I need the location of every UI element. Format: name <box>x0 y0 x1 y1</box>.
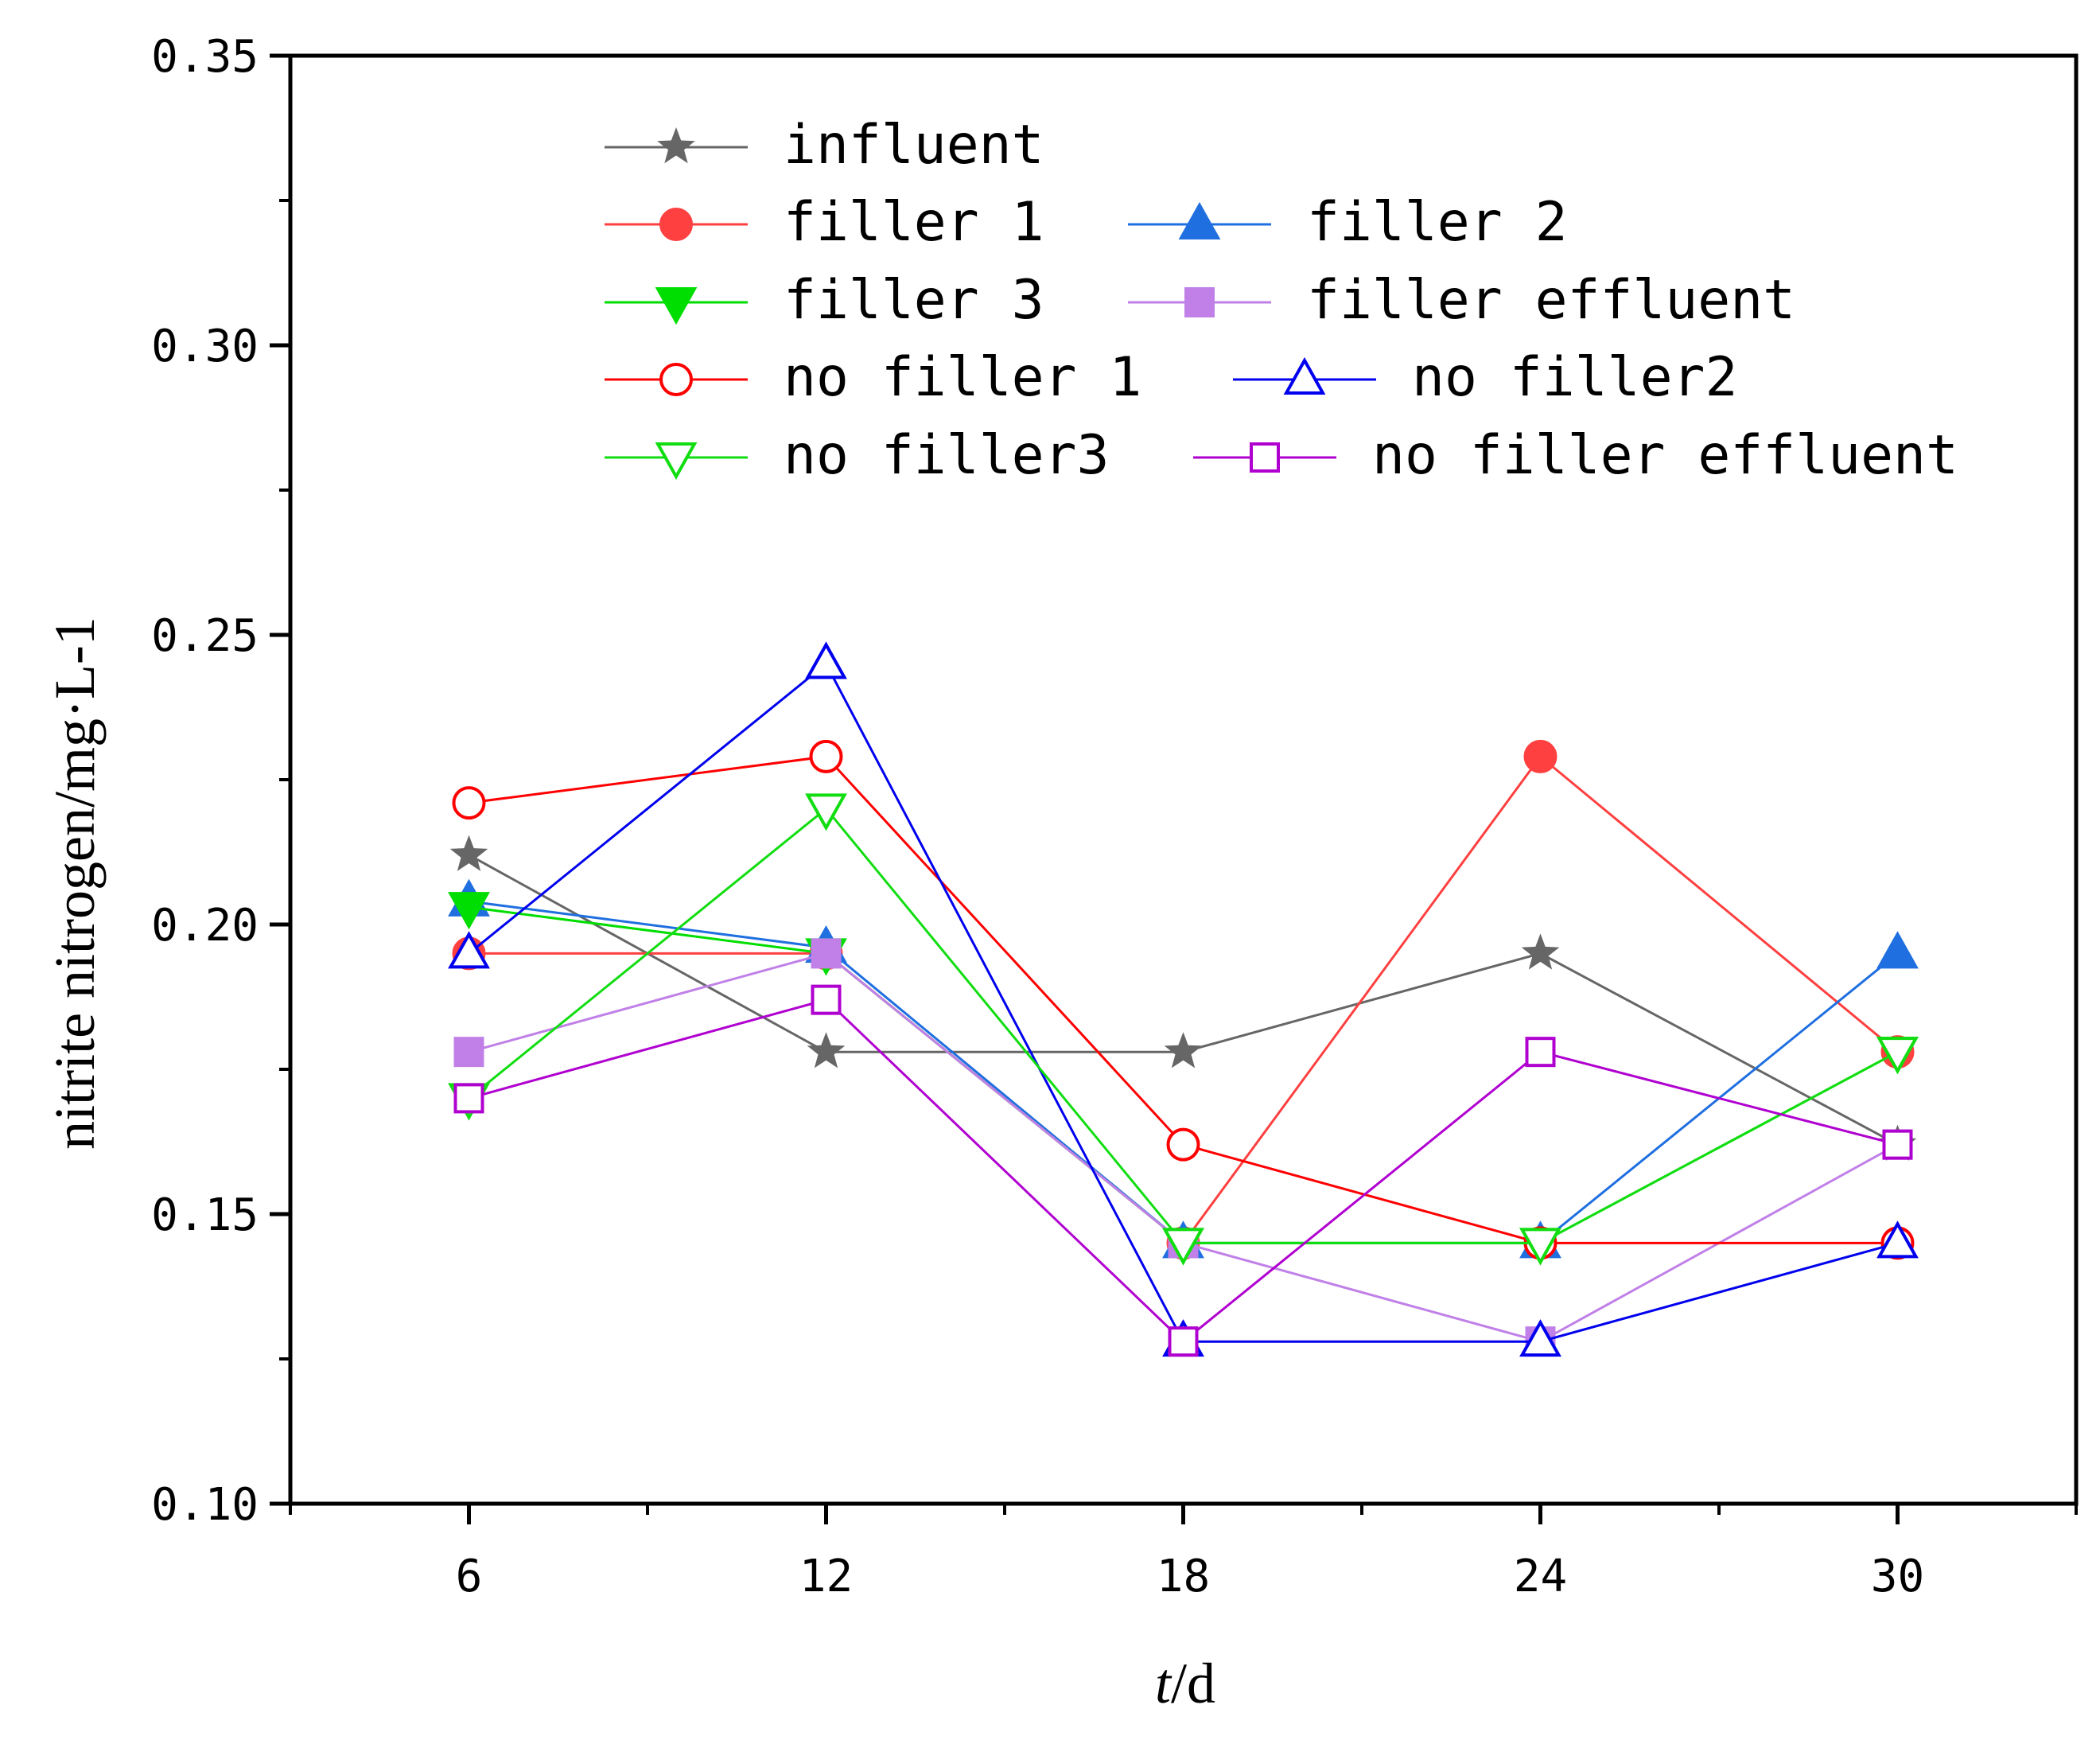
legend-label: influent <box>784 114 1044 177</box>
x-axis-title-italic: t <box>1155 1652 1172 1715</box>
legend-label: filler 1 <box>784 191 1044 254</box>
data-point <box>1521 933 1560 970</box>
data-point <box>811 938 842 969</box>
data-point <box>1876 1220 1919 1259</box>
y-axis-title: nitrite nitrogen/mg·L-1 <box>43 617 107 1150</box>
legend-label: no filler3 <box>784 424 1109 487</box>
legend-marker <box>657 127 695 164</box>
y-tick-label: 0.20 <box>151 900 259 952</box>
series-influent <box>449 835 1917 1161</box>
series-line <box>469 905 1899 1244</box>
series-no-filler-effluent <box>453 984 1913 1357</box>
legend: influent filler 1 filler 2 filler 3 filler e… <box>605 114 1958 487</box>
data-point <box>1162 1228 1204 1266</box>
series-no-filler-1 <box>452 739 1915 1260</box>
x-tick-label: 6 <box>456 1551 483 1602</box>
x-tick-label: 18 <box>1157 1551 1210 1602</box>
series-group <box>448 641 1919 1357</box>
data-point <box>1525 1037 1556 1068</box>
legend-item: influent <box>605 114 1044 177</box>
legend-item: filler 1 <box>605 191 1044 254</box>
legend-label: no filler 1 <box>784 346 1141 409</box>
data-point <box>1876 931 1919 969</box>
series-filler-3 <box>448 892 1919 1266</box>
data-point <box>809 739 843 773</box>
data-point <box>805 641 847 679</box>
series-line <box>469 755 1898 1244</box>
data-point <box>805 793 847 831</box>
data-point <box>448 931 490 969</box>
x-tick-label: 12 <box>799 1551 853 1602</box>
legend-label: filler 3 <box>784 269 1044 332</box>
legend-label: filler effluent <box>1307 269 1795 332</box>
legend-label: filler 2 <box>1307 191 1568 254</box>
series-no-filler3 <box>448 793 1919 1266</box>
legend-marker <box>1250 442 1280 473</box>
legend-item: no filler effluent <box>1193 424 1958 487</box>
legend-marker <box>1184 287 1215 317</box>
series-filler-2 <box>448 878 1919 1259</box>
y-tick-label: 0.25 <box>151 610 259 662</box>
plot-frame <box>288 53 2079 1506</box>
data-point <box>452 786 486 820</box>
legend-marker <box>655 442 698 481</box>
data-point <box>1519 1228 1561 1266</box>
legend-marker <box>659 208 693 241</box>
x-tick-label: 24 <box>1514 1551 1567 1602</box>
legend-item: no filler3 <box>605 424 1109 487</box>
legend-item: filler 3 <box>605 269 1044 332</box>
data-point <box>449 835 488 871</box>
x-axis-title: t/d <box>1155 1652 1215 1715</box>
data-point <box>1882 1129 1913 1160</box>
y-tick-label: 0.10 <box>151 1479 259 1531</box>
legend-item: filler 2 <box>1128 191 1568 254</box>
data-point <box>1164 1032 1203 1069</box>
legend-label: no filler2 <box>1412 346 1737 409</box>
data-point <box>807 1032 846 1069</box>
data-point <box>453 1037 484 1068</box>
x-tick-label: 30 <box>1871 1551 1924 1602</box>
y-tick-label: 0.15 <box>151 1189 259 1241</box>
legend-marker <box>655 287 698 325</box>
legend-label: no filler effluent <box>1372 424 1958 487</box>
data-point <box>811 984 842 1015</box>
legend-marker <box>1283 356 1326 395</box>
x-axis-title-unit: /d <box>1171 1652 1215 1715</box>
data-point <box>1168 1326 1199 1357</box>
data-point <box>1166 1127 1200 1162</box>
series-line <box>468 854 1899 1146</box>
data-point <box>1519 1319 1561 1357</box>
data-point <box>1523 739 1558 773</box>
y-tick-label: 0.30 <box>151 321 259 372</box>
legend-item: no filler2 <box>1233 346 1737 409</box>
legend-marker <box>1178 201 1221 239</box>
y-tick-label: 0.35 <box>151 31 259 83</box>
data-point <box>448 892 490 930</box>
legend-marker <box>659 363 693 396</box>
legend-item: filler effluent <box>1128 269 1795 332</box>
data-point <box>453 1083 484 1114</box>
series-line <box>469 754 1899 1245</box>
axes-group: 0.10 0.15 0.20 0.25 0.30 0.35 6 12 18 24 30 <box>151 31 2079 1602</box>
legend-item: no filler 1 <box>605 346 1141 409</box>
series-filler-1 <box>452 739 1915 1260</box>
data-point <box>1876 1037 1919 1075</box>
